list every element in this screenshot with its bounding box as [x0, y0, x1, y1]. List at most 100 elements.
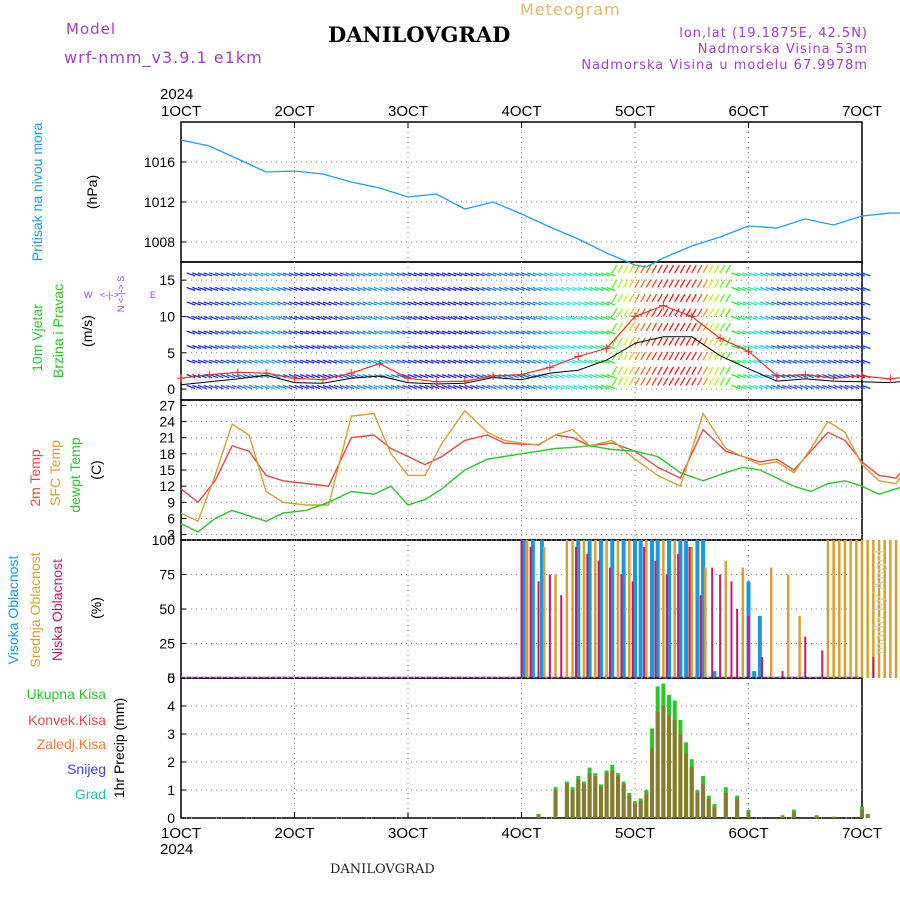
wind-barb [311, 384, 321, 390]
wind-barb [458, 286, 468, 292]
wind-barb [441, 286, 451, 292]
wind-barb [600, 315, 610, 321]
wind-barb [827, 272, 837, 277]
wind-barb [543, 315, 553, 321]
wind-barb [277, 359, 287, 364]
wind-barb [526, 272, 536, 277]
wind-barb [305, 286, 315, 292]
wind-barb [322, 272, 332, 277]
wind-barb [470, 374, 480, 379]
cloud-mid-bar [673, 540, 676, 678]
wind-barb [788, 359, 797, 364]
precipitation-ytick-label: 0 [167, 810, 175, 826]
wind-barb [402, 384, 411, 390]
wind-barb [696, 377, 703, 386]
compass-west: W [84, 290, 93, 300]
wind-barb [521, 374, 531, 379]
wind-barb [265, 344, 275, 350]
cloud-mid-bar [843, 540, 847, 678]
wind-barb [509, 384, 519, 390]
wind-barb [356, 272, 366, 277]
wind-barb [299, 344, 309, 350]
wind-barb [220, 374, 230, 379]
wind-barb [515, 330, 525, 335]
cloud-mid-bar [855, 540, 858, 678]
x-tick-top: 3OCT [388, 103, 428, 120]
x-year-bottom: 2024 [160, 841, 193, 858]
wind-barb [731, 344, 741, 350]
wind-barb [606, 315, 616, 321]
wind-barb [498, 286, 508, 292]
wind-barb [226, 344, 236, 350]
wind-barb [645, 293, 652, 303]
wind-barb [640, 351, 646, 361]
wind-barb [214, 384, 224, 390]
wind-barb [765, 359, 775, 364]
wind-barb [373, 384, 383, 390]
wind-barb [470, 301, 480, 306]
wind-barb [861, 384, 871, 390]
wind-barb [679, 322, 686, 332]
wind-barb [351, 272, 360, 277]
wind-barb [578, 359, 587, 364]
wind-barb [645, 279, 652, 288]
wind-barb [776, 359, 786, 364]
wind-barb [731, 301, 741, 306]
wind-barb [396, 359, 406, 364]
wind-barb [203, 384, 213, 390]
wind-barb [316, 286, 326, 292]
wind-barb [362, 315, 372, 321]
wind-barb [611, 322, 618, 332]
wind-barb [430, 315, 440, 321]
wind-barb [668, 308, 675, 317]
wind-barb [708, 337, 714, 346]
wind-barb [662, 366, 669, 375]
wind-barb [583, 384, 593, 390]
wind-barb [742, 359, 752, 364]
wind-barb [623, 351, 629, 361]
wind-barb [793, 301, 803, 306]
precip-conv-bar [633, 804, 637, 818]
wind-barb [713, 293, 720, 303]
wind-barb [657, 377, 663, 386]
wind-barb [521, 344, 531, 350]
wind-barb [424, 374, 434, 379]
wind-barb [753, 286, 763, 292]
wind-barb [595, 359, 604, 364]
wind-barb [453, 315, 463, 321]
wind-barb [186, 384, 196, 390]
x-tick-top: 5OCT [615, 103, 655, 120]
wind-barb [504, 315, 514, 321]
wind-barb [833, 272, 843, 277]
wind-barb [799, 384, 809, 390]
wind-barb [799, 359, 809, 364]
wind-barb [844, 330, 854, 335]
wind-barb [248, 330, 258, 335]
precipitation-ytick-label: 3 [167, 726, 175, 742]
precip-conv-bar [581, 784, 586, 818]
wind-barb [237, 374, 247, 379]
wind-barb [487, 344, 497, 350]
wind-barb [362, 272, 372, 277]
wind-barb [407, 359, 417, 364]
wind-barb [742, 286, 752, 292]
wind-barb [282, 330, 292, 335]
wind-barb [538, 315, 548, 321]
wind-barb [243, 330, 253, 335]
wind-barb [351, 374, 360, 379]
cloud-high-bar [655, 540, 660, 678]
wind-barb [430, 374, 440, 379]
wind-barb [532, 359, 542, 364]
wind-barb [231, 344, 241, 350]
wind-barb [430, 301, 440, 306]
wind-barb [861, 344, 871, 350]
wind-barb [351, 286, 360, 292]
wind-barb [209, 384, 219, 390]
wind-barb [186, 315, 196, 321]
wind-barb [487, 359, 497, 364]
wind-barb [662, 308, 669, 317]
wind-barb [549, 374, 559, 379]
wind-barb [759, 359, 769, 364]
wind-barb [645, 351, 652, 361]
wind-barb [260, 330, 270, 335]
